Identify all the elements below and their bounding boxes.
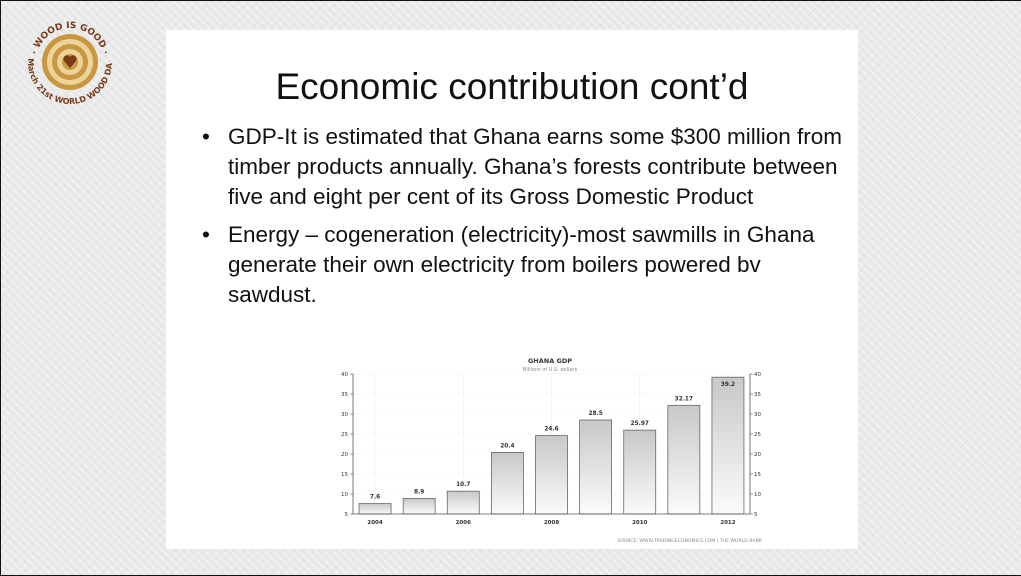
bullet-gdp: GDP-It is estimated that Ghana earns som… [202, 122, 842, 212]
y-tick-label-right: 40 [754, 372, 761, 378]
bullet-energy: Energy – cogeneration (electricity)-most… [202, 220, 842, 310]
data-label: 8.9 [414, 489, 424, 495]
y-tick-label: 35 [341, 392, 348, 398]
x-tick-label: 2012 [720, 520, 735, 526]
y-tick-label-right: 25 [754, 432, 761, 438]
data-label: 20.4 [500, 443, 514, 449]
bar-2010 [623, 429, 657, 515]
y-tick-label-right: 15 [754, 472, 761, 478]
bar-2004 [358, 503, 392, 515]
y-tick-label: 10 [341, 492, 348, 498]
y-tick-label: 40 [341, 372, 348, 378]
x-tick-label: 2006 [456, 520, 471, 526]
y-tick-label-right: 35 [754, 392, 761, 398]
y-tick-label-right: 30 [754, 412, 761, 418]
bar-2008 [535, 435, 568, 515]
data-label: 25.97 [631, 421, 649, 427]
y-tick-label: 15 [341, 472, 348, 478]
y-tick-label: 5 [345, 512, 349, 518]
y-tick-label-right: 5 [754, 512, 758, 518]
y-tick-label-right: 10 [754, 492, 761, 498]
bar-2005 [402, 497, 436, 515]
y-tick-label: 30 [341, 412, 348, 418]
chart-title: GHANA GDP [528, 357, 572, 365]
bar-2009 [579, 419, 613, 515]
data-label: 7.6 [370, 495, 380, 501]
x-tick-label: 2010 [632, 520, 647, 526]
data-label: 28.5 [588, 411, 602, 417]
y-tick-label-right: 20 [754, 452, 761, 458]
slide-title: Economic contribution cont’d [275, 66, 749, 107]
data-label: 10.7 [456, 482, 470, 488]
wood-is-good-logo: · WOOD IS GOOD · March 21st WORLD WOOD D… [18, 10, 114, 106]
ghana-gdp-chart: GHANA GDP Billions of U.S. dollars 7.6 8.… [341, 357, 763, 544]
y-tick-label: 20 [341, 452, 348, 458]
bar-2011 [667, 404, 701, 515]
data-label: 32.17 [675, 396, 693, 402]
data-label: 39.2 [721, 382, 735, 388]
x-tick-label: 2004 [367, 520, 382, 526]
bullet-list: GDP-It is estimated that Ghana earns som… [202, 122, 842, 318]
chart-subtitle: Billions of U.S. dollars [523, 367, 578, 373]
bar-2006 [446, 490, 480, 515]
y-tick-label: 25 [341, 432, 348, 438]
x-tick-label: 2008 [544, 520, 559, 526]
data-label: 24.6 [544, 427, 558, 433]
bar-2012 [711, 376, 745, 515]
bar-2007 [490, 452, 524, 515]
chart-source: SOURCE: WWW.TRADINGECONOMICS.COM | THE W… [617, 538, 763, 544]
